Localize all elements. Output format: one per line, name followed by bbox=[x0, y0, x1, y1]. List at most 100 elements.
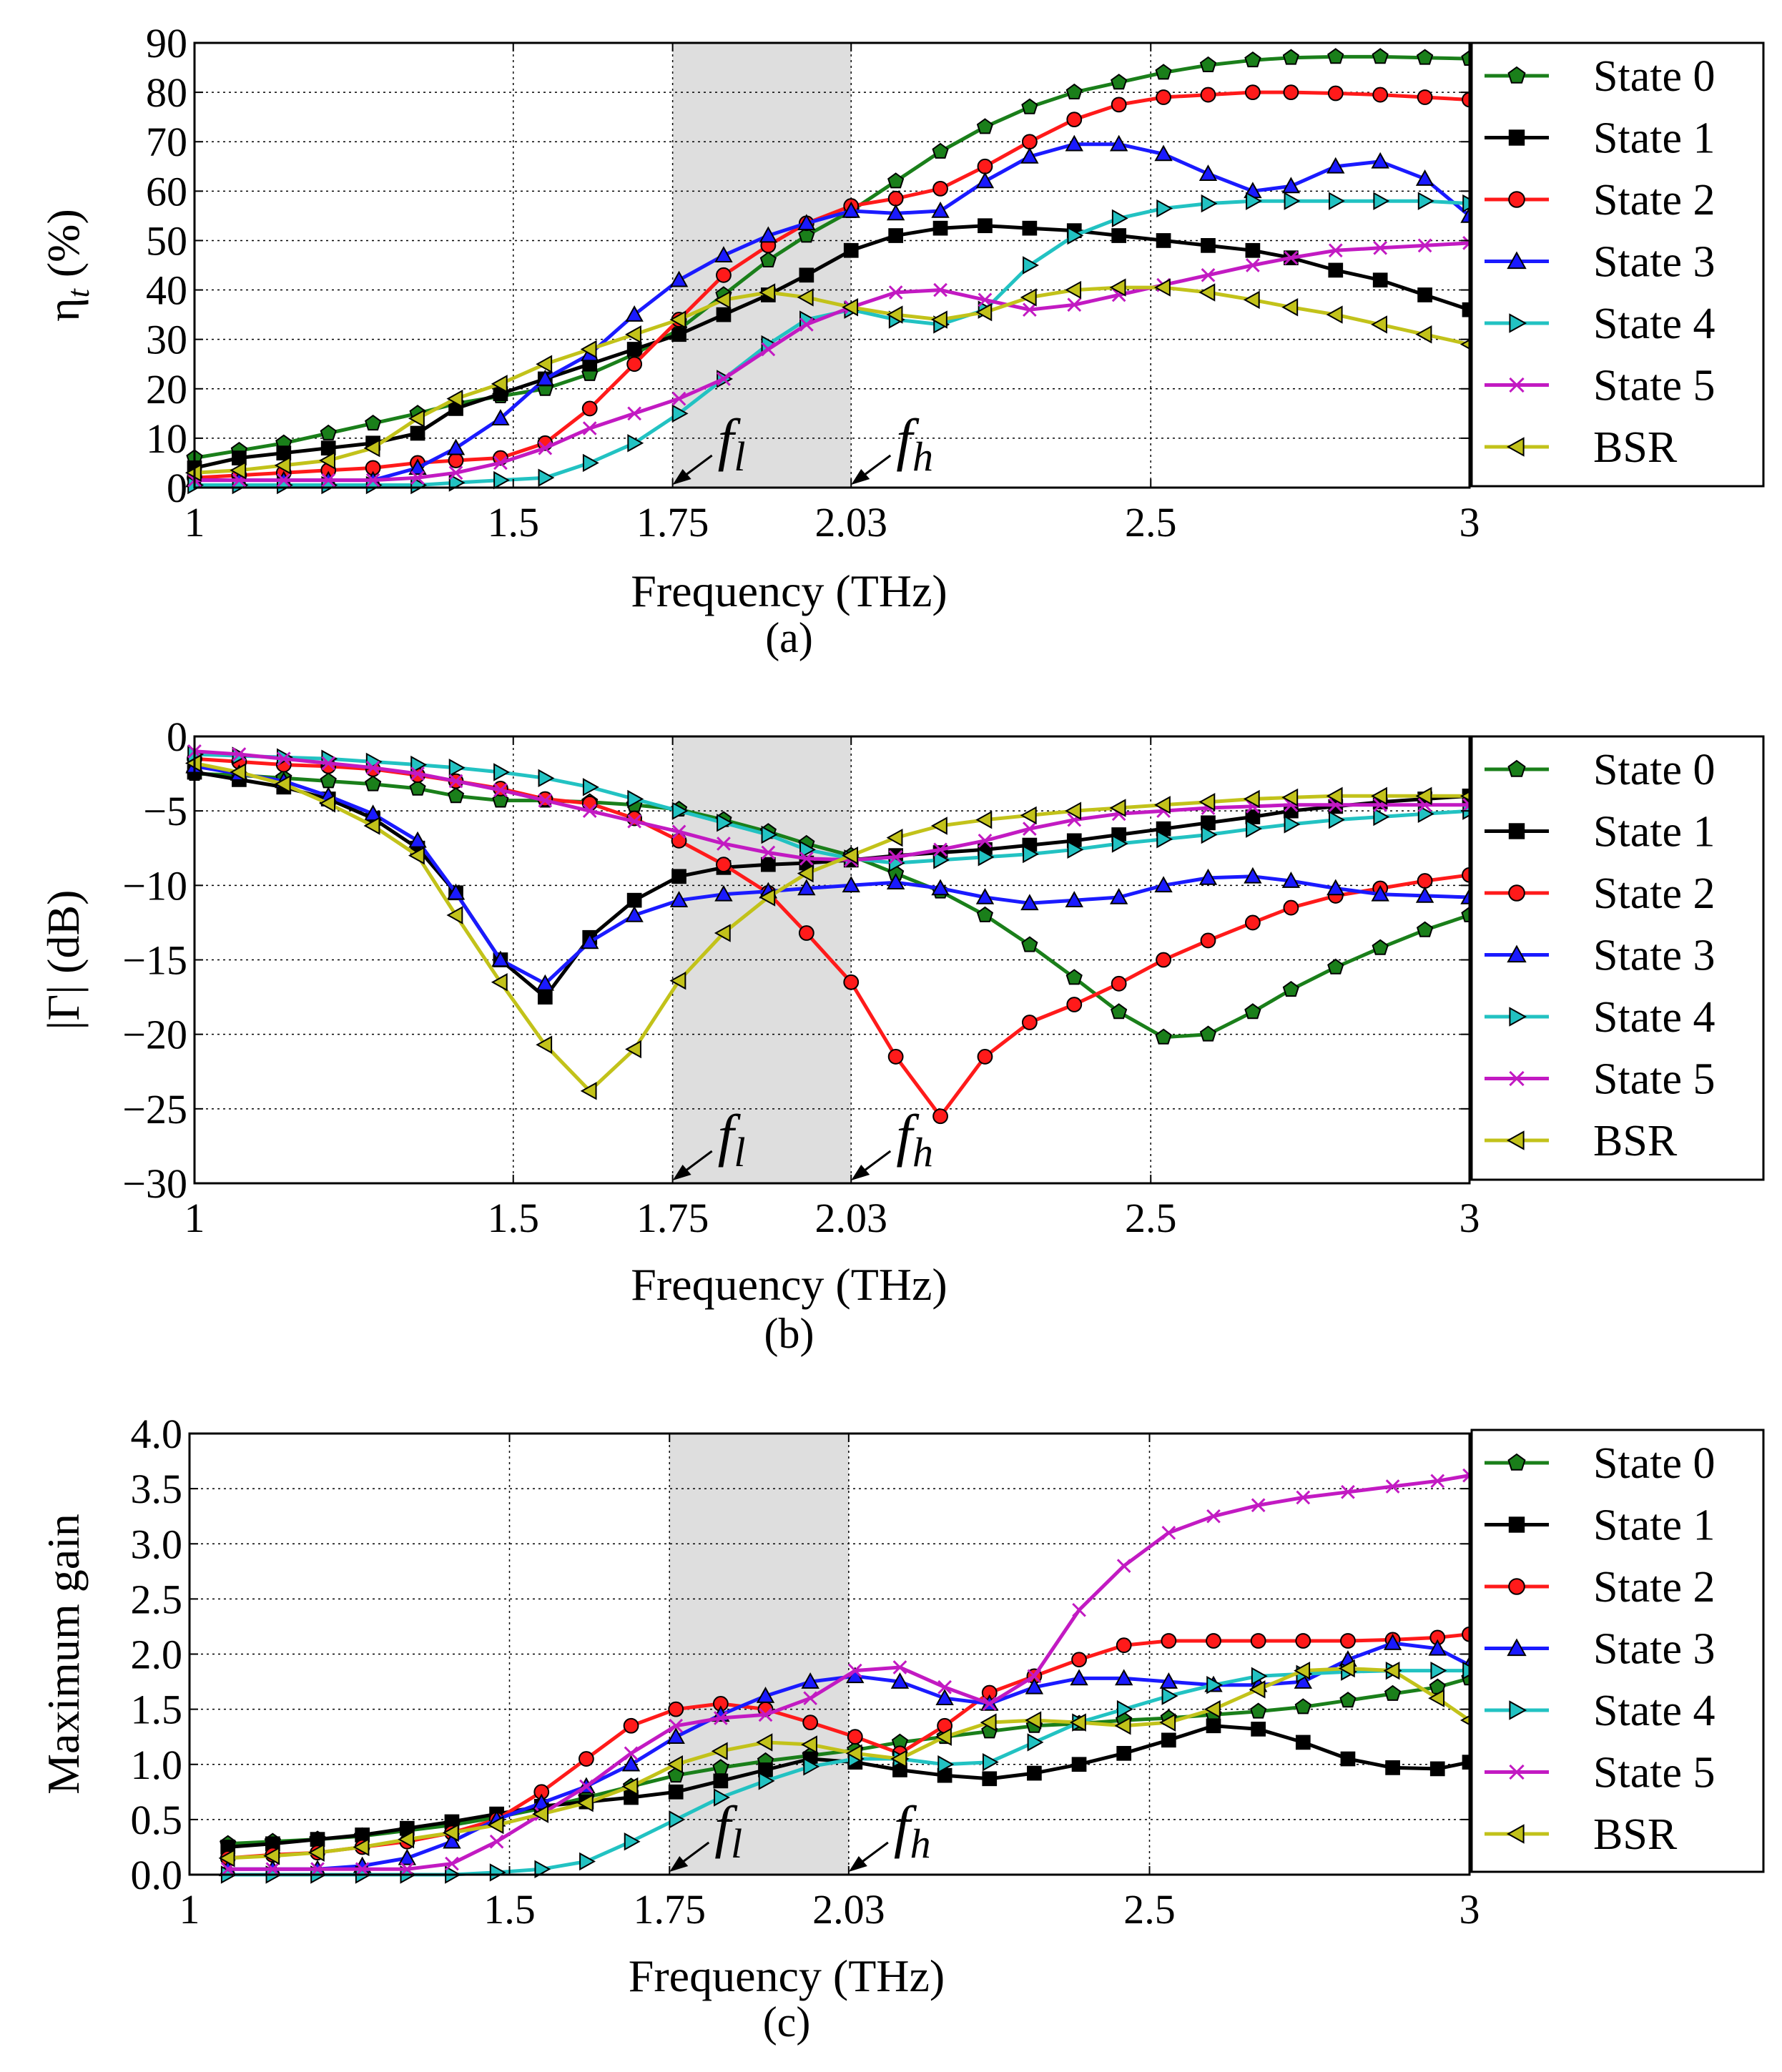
data-point bbox=[976, 118, 994, 134]
data-point bbox=[1023, 844, 1039, 864]
data-point bbox=[1156, 830, 1173, 849]
data-point bbox=[493, 783, 508, 797]
data-point bbox=[579, 1852, 596, 1871]
data-point bbox=[408, 846, 425, 865]
grid-lines bbox=[195, 43, 1470, 488]
data-point bbox=[1020, 894, 1039, 911]
data-point bbox=[1201, 267, 1216, 282]
y-axis-label: ηt (%) bbox=[38, 209, 96, 322]
data-point bbox=[1244, 84, 1261, 101]
data-point bbox=[759, 226, 778, 243]
data-point bbox=[1154, 278, 1171, 297]
data-point bbox=[1116, 1637, 1132, 1654]
y-axis-label: |Γ| (dB) bbox=[38, 890, 89, 1030]
data-point bbox=[1340, 1751, 1356, 1767]
legend: State 0 State 1 State 2 State 3 State 4 State… bbox=[1470, 735, 1765, 1181]
data-point bbox=[446, 906, 463, 924]
y-tick-label: 30 bbox=[146, 317, 187, 363]
data-point bbox=[493, 763, 510, 781]
data-point bbox=[1417, 873, 1433, 889]
data-point bbox=[1430, 1474, 1445, 1489]
data-point bbox=[274, 456, 291, 475]
data-point bbox=[1156, 199, 1173, 218]
data-point bbox=[230, 763, 247, 781]
data-point bbox=[1384, 1684, 1402, 1701]
data-point bbox=[1070, 1669, 1088, 1686]
legend-item: State 2 bbox=[1485, 176, 1715, 225]
data-point bbox=[932, 220, 948, 236]
data-point bbox=[365, 473, 380, 488]
panel-c: 1 1.5 1.75 2.03 2.5 3 0.0 0.5 1.0 1.5 2.0 2.5 3.0 3.5… bbox=[38, 1411, 1765, 2046]
data-point bbox=[713, 1773, 729, 1789]
data-point bbox=[1206, 1675, 1224, 1694]
data-point bbox=[1371, 786, 1387, 806]
data-point bbox=[759, 251, 777, 267]
data-point bbox=[1249, 1680, 1266, 1699]
data-point bbox=[626, 356, 643, 373]
data-point bbox=[1282, 980, 1299, 997]
data-point bbox=[276, 473, 291, 488]
legend-marker bbox=[1508, 1578, 1525, 1595]
y-tick-label: 0.5 bbox=[131, 1797, 183, 1843]
data-point bbox=[714, 924, 731, 942]
data-point bbox=[1155, 64, 1172, 80]
data-point bbox=[408, 458, 427, 475]
y-tick-label: 4.0 bbox=[131, 1411, 183, 1457]
data-point bbox=[1284, 250, 1299, 265]
data-point bbox=[799, 851, 814, 866]
data-point bbox=[1109, 134, 1128, 152]
data-point bbox=[320, 772, 337, 789]
legend-marker bbox=[1507, 759, 1526, 777]
data-point bbox=[398, 1830, 415, 1849]
series-bsr bbox=[184, 754, 1477, 1100]
data-point bbox=[320, 424, 337, 440]
legend-item: State 1 bbox=[1485, 1501, 1715, 1550]
x-tick-label: 2.03 bbox=[812, 1886, 885, 1933]
data-point bbox=[1066, 997, 1083, 1012]
y-tick-label: 0 bbox=[167, 714, 187, 760]
data-point bbox=[1372, 87, 1389, 103]
legend-marker bbox=[1507, 66, 1526, 84]
data-point bbox=[491, 409, 510, 426]
data-point bbox=[408, 409, 425, 428]
data-point bbox=[1371, 315, 1387, 334]
legend-marker bbox=[1507, 1453, 1526, 1471]
y-tick-label: 50 bbox=[146, 217, 187, 264]
data-point bbox=[442, 1823, 459, 1842]
data-point bbox=[446, 883, 466, 900]
y-tick-label: 0 bbox=[167, 465, 187, 511]
data-point bbox=[761, 845, 776, 860]
data-point bbox=[538, 793, 553, 808]
data-point bbox=[409, 779, 426, 796]
data-point bbox=[1415, 886, 1434, 903]
legend-label: State 4 bbox=[1593, 1687, 1715, 1735]
data-point bbox=[932, 142, 949, 159]
annotation-arrowhead bbox=[672, 469, 691, 485]
legend-item: State 1 bbox=[1485, 808, 1715, 857]
data-point bbox=[1417, 287, 1432, 302]
legend-label: State 1 bbox=[1593, 808, 1715, 857]
data-point bbox=[1109, 278, 1126, 297]
y-tick-label: 2.5 bbox=[131, 1576, 183, 1622]
data-point bbox=[982, 1752, 999, 1772]
data-point bbox=[319, 794, 336, 813]
annotation-arrowhead bbox=[848, 1856, 867, 1872]
data-point bbox=[978, 292, 993, 307]
data-point bbox=[714, 1788, 730, 1807]
legend-label: State 4 bbox=[1593, 300, 1715, 348]
data-point bbox=[666, 1755, 683, 1774]
legend-marker bbox=[1509, 1700, 1527, 1720]
data-point bbox=[410, 470, 425, 485]
legend-marker bbox=[1506, 1130, 1525, 1150]
data-point bbox=[623, 1717, 639, 1734]
grid-lines bbox=[195, 736, 1470, 1183]
legend-label: State 3 bbox=[1593, 932, 1715, 980]
data-point bbox=[276, 445, 292, 460]
data-point bbox=[1295, 1633, 1311, 1649]
data-point bbox=[799, 840, 816, 859]
data-point bbox=[1154, 144, 1173, 162]
data-point bbox=[1065, 280, 1082, 300]
data-point bbox=[580, 340, 597, 359]
data-point bbox=[930, 817, 947, 835]
data-point bbox=[931, 201, 950, 218]
